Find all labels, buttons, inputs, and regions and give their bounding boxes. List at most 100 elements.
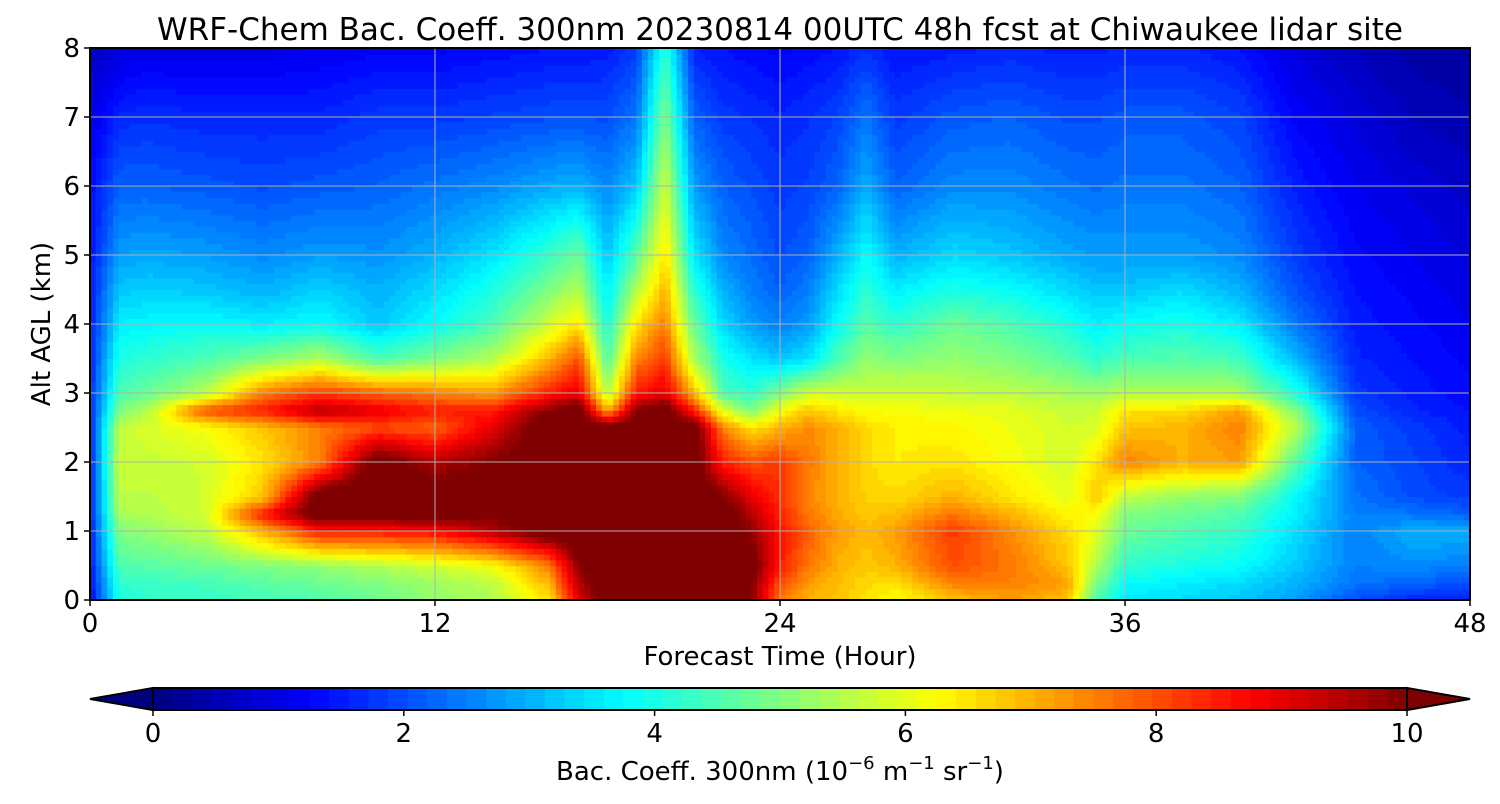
heatmap-cell <box>1453 583 1459 589</box>
heatmap-cell <box>1004 589 1010 595</box>
heatmap-cell <box>1039 560 1045 566</box>
heatmap-cell <box>1395 577 1401 583</box>
heatmap-cell <box>884 566 890 572</box>
heatmap-cell <box>717 566 723 572</box>
heatmap-cell <box>1154 577 1160 583</box>
heatmap-cell <box>1240 589 1246 595</box>
heatmap-cell <box>602 571 608 577</box>
heatmap-cell <box>924 560 930 566</box>
heatmap-cell <box>1367 577 1373 583</box>
heatmap-cell <box>498 589 504 595</box>
heatmap-cell <box>590 566 596 572</box>
heatmap-cell <box>1217 577 1223 583</box>
heatmap-cell <box>1407 560 1413 566</box>
heatmap-cell <box>1004 577 1010 583</box>
heatmap-cell <box>884 554 890 560</box>
heatmap-cell <box>205 583 211 589</box>
heatmap-cell <box>257 571 263 577</box>
heatmap-cell <box>251 577 257 583</box>
heatmap-cell <box>688 571 694 577</box>
heatmap-cell <box>1137 554 1143 560</box>
heatmap-cell <box>280 560 286 566</box>
heatmap-cell <box>372 583 378 589</box>
heatmap-cell <box>510 571 516 577</box>
heatmap-cell <box>1430 583 1436 589</box>
heatmap-cell <box>452 583 458 589</box>
heatmap-cell <box>458 566 464 572</box>
heatmap-cell <box>1137 571 1143 577</box>
heatmap-cell <box>590 571 596 577</box>
heatmap-cell <box>1200 577 1206 583</box>
heatmap-cell <box>1234 589 1240 595</box>
heatmap-cell <box>619 571 625 577</box>
heatmap-cell <box>481 589 487 595</box>
heatmap-cell <box>700 560 706 566</box>
heatmap-cell <box>1148 554 1154 560</box>
heatmap-cell <box>1257 583 1263 589</box>
heatmap-cell <box>1010 589 1016 595</box>
heatmap-cell <box>769 571 775 577</box>
heatmap-cell <box>596 577 602 583</box>
heatmap-cell <box>326 566 332 572</box>
heatmap-cell <box>1246 583 1252 589</box>
heatmap-cell <box>130 589 136 595</box>
heatmap-cell <box>1004 560 1010 566</box>
heatmap-cell <box>389 554 395 560</box>
heatmap-cell <box>596 571 602 577</box>
heatmap-cell <box>470 571 476 577</box>
heatmap-cell <box>1332 560 1338 566</box>
heatmap-cell <box>268 560 274 566</box>
heatmap-cell <box>527 577 533 583</box>
heatmap-cell <box>895 583 901 589</box>
heatmap-cell <box>1355 554 1361 560</box>
heatmap-cell <box>401 554 407 560</box>
heatmap-cell <box>930 589 936 595</box>
heatmap-cell <box>1010 560 1016 566</box>
heatmap-cell <box>763 566 769 572</box>
heatmap-cell <box>1355 560 1361 566</box>
heatmap-cell <box>222 589 228 595</box>
heatmap-cell <box>556 589 562 595</box>
heatmap-cell <box>958 577 964 583</box>
heatmap-cell <box>935 583 941 589</box>
heatmap-cell <box>1424 589 1430 595</box>
heatmap-cell <box>1085 554 1091 560</box>
heatmap-cell <box>1160 566 1166 572</box>
heatmap-cell <box>1033 560 1039 566</box>
heatmap-cell <box>705 566 711 572</box>
heatmap-cell <box>280 571 286 577</box>
heatmap-cell <box>372 577 378 583</box>
heatmap-cell <box>912 577 918 583</box>
heatmap-cell <box>550 554 556 560</box>
heatmap-cell <box>780 571 786 577</box>
heatmap-cell <box>493 554 499 560</box>
heatmap-cell <box>780 583 786 589</box>
heatmap-cell <box>907 571 913 577</box>
heatmap-cell <box>1148 560 1154 566</box>
heatmap-cell <box>182 589 188 595</box>
heatmap-cell <box>274 560 280 566</box>
heatmap-cell <box>188 577 194 583</box>
heatmap-cell <box>441 566 447 572</box>
heatmap-cell <box>418 566 424 572</box>
heatmap-cell <box>1027 577 1033 583</box>
heatmap-cell <box>309 566 315 572</box>
heatmap-cell <box>671 577 677 583</box>
heatmap-cell <box>107 566 113 572</box>
heatmap-cell <box>786 589 792 595</box>
heatmap-cell <box>659 577 665 583</box>
heatmap-cell <box>820 577 826 583</box>
heatmap-cell <box>964 560 970 566</box>
heatmap-cell <box>1257 566 1263 572</box>
heatmap-cell <box>751 554 757 560</box>
heatmap-cell <box>1056 560 1062 566</box>
heatmap-cell <box>1459 577 1465 583</box>
heatmap-cell <box>412 583 418 589</box>
heatmap-cell <box>343 589 349 595</box>
heatmap-cell <box>556 560 562 566</box>
heatmap-cell <box>159 577 165 583</box>
heatmap-cell <box>665 583 671 589</box>
heatmap-cell <box>470 560 476 566</box>
heatmap-cell <box>1349 583 1355 589</box>
chart-root: WRF-Chem Bac. Coeff. 300nm 20230814 00UT… <box>0 0 1500 800</box>
